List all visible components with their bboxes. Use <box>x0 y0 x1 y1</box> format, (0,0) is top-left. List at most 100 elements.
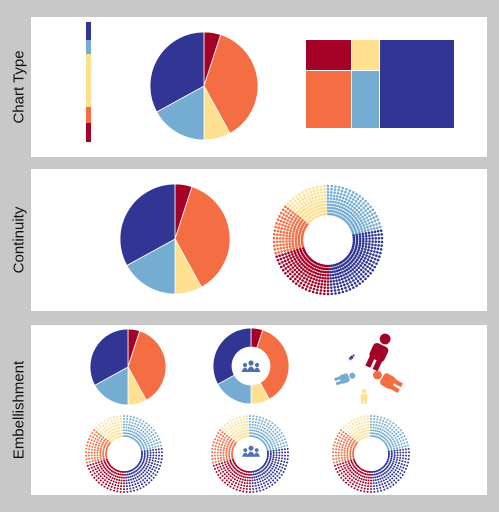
unit-dot <box>367 485 370 488</box>
unit-dot <box>116 418 119 421</box>
unit-dot <box>377 236 381 240</box>
unit-dot <box>280 460 283 463</box>
unit-dot <box>356 279 360 283</box>
unit-dot <box>345 187 348 191</box>
unit-dot <box>220 459 223 462</box>
unit-dot <box>400 443 403 446</box>
unit-dot <box>365 470 368 473</box>
unit-dot <box>346 471 349 474</box>
unit-dot <box>277 251 280 254</box>
unit-dot <box>275 240 279 244</box>
unit-dot <box>266 473 269 476</box>
unit-dot <box>341 210 345 213</box>
unit-dot <box>365 240 368 243</box>
unit-dot <box>344 444 347 447</box>
unit-dot <box>116 436 119 439</box>
unit-dot <box>225 449 228 452</box>
unit-dot <box>225 430 228 433</box>
unit-dot <box>367 426 370 429</box>
unit-dot <box>251 420 254 423</box>
unit-dot <box>262 433 265 436</box>
leg <box>393 379 404 388</box>
unit-dot <box>368 240 371 243</box>
unit-dot <box>296 262 300 265</box>
unit-dot <box>336 442 339 445</box>
unit-dot <box>316 272 320 276</box>
unit-dot <box>95 426 98 429</box>
unit-dot <box>380 244 384 247</box>
unit-dot <box>93 429 96 432</box>
unit-dot <box>159 464 162 467</box>
unit-dot <box>252 435 255 438</box>
unit-dot <box>383 437 386 440</box>
unit-dot <box>242 475 245 478</box>
unit-dot <box>229 459 232 462</box>
unit-dot <box>363 418 366 421</box>
unit-dot <box>334 204 337 207</box>
unit-dot <box>131 421 134 424</box>
unit-dot <box>104 483 107 486</box>
unit-dot <box>350 471 353 474</box>
unit-dot <box>330 267 334 271</box>
body <box>253 367 261 372</box>
unit-dot <box>329 200 332 203</box>
unit-dot <box>241 478 244 481</box>
unit-dot <box>160 454 163 457</box>
unit-dot <box>228 455 231 458</box>
unit-dot <box>245 490 248 493</box>
unit-dot <box>358 429 361 432</box>
unit-dot <box>389 420 392 423</box>
unit-dot <box>249 429 251 432</box>
unit-dot <box>320 210 324 213</box>
unit-dot <box>380 474 383 477</box>
unit-dot <box>160 447 163 450</box>
unit-dot <box>293 219 297 223</box>
unit-dot <box>264 435 267 438</box>
unit-dot <box>114 475 117 478</box>
unit-dot <box>142 444 145 447</box>
unit-dot <box>223 466 226 469</box>
unit-dot <box>227 462 230 465</box>
unit-dot <box>266 436 269 439</box>
unit-dot <box>286 258 290 261</box>
unit-dot <box>342 443 345 446</box>
unit-dot <box>140 453 143 456</box>
unit-dot <box>119 473 122 476</box>
unit-dot <box>98 442 101 445</box>
unit-dot <box>305 199 309 202</box>
unit-dot <box>333 207 336 210</box>
unit-dot <box>231 436 234 439</box>
unit-dot <box>308 272 312 276</box>
unit-dot <box>347 483 350 486</box>
unit-dot <box>332 458 335 461</box>
unit-dot <box>340 456 343 459</box>
unit-dot <box>110 473 113 476</box>
unit-dot <box>291 266 295 269</box>
unit-dot <box>404 457 407 460</box>
unit-dot <box>347 285 350 288</box>
unit-dot <box>389 430 392 433</box>
unit-dot <box>380 233 384 236</box>
unit-dot <box>334 451 337 454</box>
unit-dot <box>227 443 230 446</box>
unit-dot <box>99 479 102 482</box>
unit-dot <box>133 431 136 434</box>
unit-dot <box>296 256 299 259</box>
unit-dot <box>233 431 236 434</box>
unit-dot <box>342 431 345 434</box>
unit-dot <box>393 449 396 452</box>
unit-dot <box>307 275 310 278</box>
unit-dot <box>345 268 349 272</box>
unit-dot <box>282 243 285 246</box>
unit-dot <box>389 461 392 464</box>
unit-dot <box>354 474 357 477</box>
unit-dot <box>319 188 323 191</box>
unit-dot <box>335 438 338 441</box>
unit-dot <box>88 460 91 463</box>
unit-dot <box>370 415 372 417</box>
unit-dot <box>369 259 373 263</box>
unit-dot <box>345 463 348 466</box>
unit-dot <box>280 227 283 230</box>
unit-dot <box>349 265 353 269</box>
unit-dot <box>233 467 236 470</box>
